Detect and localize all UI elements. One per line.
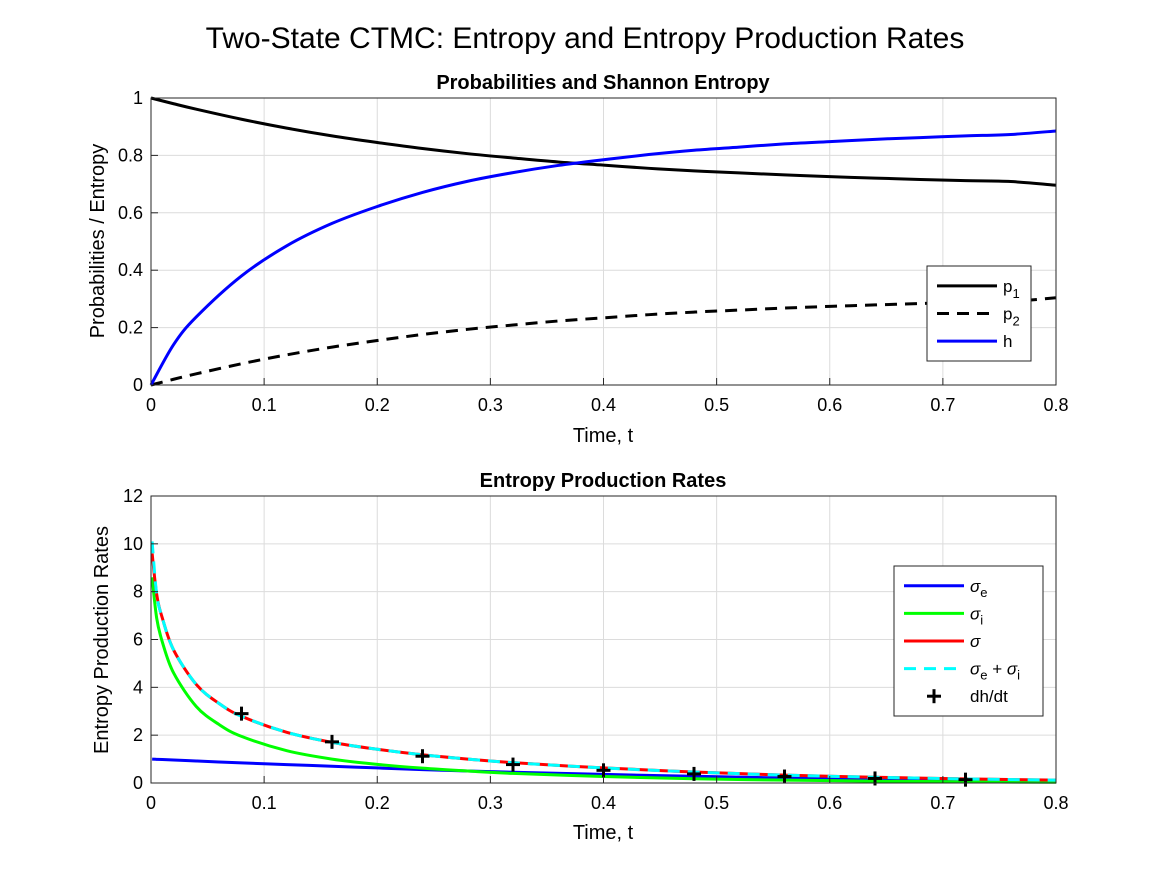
axes-probabilities-entropy: Probabilities and Shannon Entropy Time, … xyxy=(87,72,1069,447)
marker-point xyxy=(415,749,430,764)
x-tick-label: 0.7 xyxy=(930,793,955,813)
marker-point xyxy=(777,769,792,784)
tick-labels: 0 0.1 0.2 0.3 0.4 0.5 0.6 0.7 0.8 0 0.2 0.4 0.6 0.8 1 xyxy=(118,88,1069,415)
y-tick-label: 4 xyxy=(133,677,143,697)
axes-title: Entropy Production Rates xyxy=(480,470,727,492)
legend-entry: σi xyxy=(904,604,983,627)
figure-title: Two-State CTMC: Entropy and Entropy Prod… xyxy=(206,22,965,55)
grid xyxy=(150,97,1057,386)
x-axis-label: Time, t xyxy=(573,822,634,844)
legend-entry: p2 xyxy=(937,305,1020,329)
y-tick-label: 0.4 xyxy=(118,260,143,280)
legend-entry: dh/dt xyxy=(927,687,1008,706)
x-tick-label: 0.7 xyxy=(930,395,955,415)
series-group xyxy=(150,541,1057,787)
y-tick-label: 0 xyxy=(133,375,143,395)
axes-title: Probabilities and Shannon Entropy xyxy=(436,72,770,94)
marker-point xyxy=(506,757,520,772)
y-tick-label: 12 xyxy=(123,486,143,506)
legend: p1 p2 h xyxy=(926,265,1032,362)
marker-point xyxy=(596,763,611,778)
y-tick-label: 0.6 xyxy=(118,203,143,223)
x-tick-label: 0.6 xyxy=(817,395,842,415)
y-tick-label: 0.2 xyxy=(118,318,143,338)
marker-point xyxy=(687,766,701,781)
x-tick-label: 0.4 xyxy=(591,793,616,813)
x-tick-label: 0.3 xyxy=(478,395,503,415)
legend-label: p1 xyxy=(1003,277,1020,301)
marker-point xyxy=(325,734,339,749)
x-tick-label: 0.1 xyxy=(252,793,277,813)
x-tick-label: 0.4 xyxy=(591,395,616,415)
series-group xyxy=(149,96,1057,387)
legend-label: σ xyxy=(970,632,981,651)
y-tick-label: 8 xyxy=(133,582,143,602)
legend-entry: σ xyxy=(904,632,981,651)
x-tick-label: 0 xyxy=(146,395,156,415)
legend-entry: h xyxy=(937,332,1012,351)
series-line-3 xyxy=(149,129,1057,386)
x-tick-label: 0.3 xyxy=(478,793,503,813)
legend-entry: p1 xyxy=(937,277,1020,301)
y-tick-label: 0 xyxy=(133,773,143,793)
legend-label: σi xyxy=(970,604,983,627)
legend-entry: σe + σi xyxy=(904,660,1020,683)
x-tick-label: 0.5 xyxy=(704,793,729,813)
series-line-2 xyxy=(150,577,1057,784)
legend: σe σi σ σe + σi dh/dt xyxy=(893,565,1044,717)
y-tick-label: 6 xyxy=(133,630,143,650)
x-tick-label: 0.2 xyxy=(365,395,390,415)
legend-label: h xyxy=(1003,332,1012,351)
x-tick-label: 0.5 xyxy=(704,395,729,415)
y-axis-label: Probabilities / Entropy xyxy=(87,144,109,339)
series-line-1 xyxy=(152,757,1057,783)
legend-label: p2 xyxy=(1003,305,1020,329)
x-tick-label: 0 xyxy=(146,793,156,813)
y-tick-label: 0.8 xyxy=(118,145,143,165)
x-tick-label: 0.2 xyxy=(365,793,390,813)
x-tick-label: 0.8 xyxy=(1043,395,1068,415)
marker-point xyxy=(958,772,973,787)
y-tick-label: 1 xyxy=(133,88,143,108)
legend-entry: σe xyxy=(904,577,988,600)
x-axis-label: Time, t xyxy=(573,425,634,447)
marker-point xyxy=(234,706,249,721)
axes-entropy-production: Entropy Production Rates Time, t Entropy… xyxy=(91,470,1069,844)
y-axis-label: Entropy Production Rates xyxy=(91,526,113,754)
y-tick-label: 10 xyxy=(123,534,143,554)
series-line-4 xyxy=(150,541,1057,782)
tick-labels: 0 0.1 0.2 0.3 0.4 0.5 0.6 0.7 0.8 0 2 4 6 8 10 12 xyxy=(123,486,1069,813)
y-tick-label: 2 xyxy=(133,725,143,745)
legend-label: dh/dt xyxy=(970,687,1008,706)
x-tick-label: 0.6 xyxy=(817,793,842,813)
legend-label: σe + σi xyxy=(970,660,1020,683)
x-tick-label: 0.1 xyxy=(252,395,277,415)
x-tick-label: 0.8 xyxy=(1043,793,1068,813)
legend-label: σe xyxy=(970,577,988,600)
